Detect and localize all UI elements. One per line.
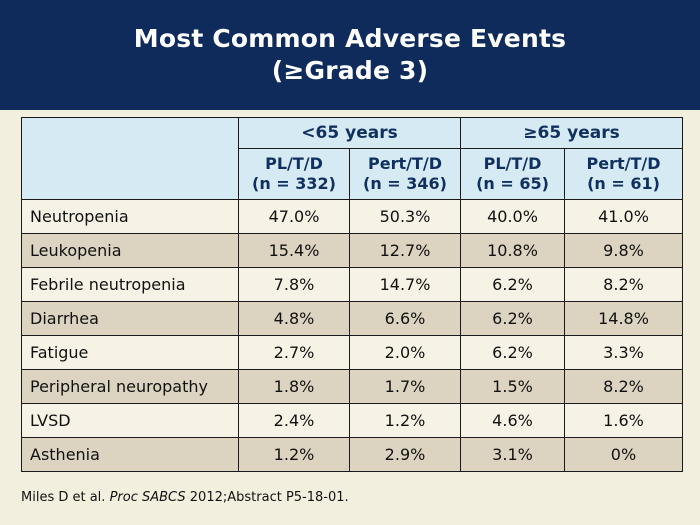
value-cell: 41.0% — [564, 199, 683, 234]
table-row: Asthenia 1.2% 2.9% 3.1% 0% — [21, 437, 683, 472]
column-header-row: PL/T/D (n = 332) Pert/T/D (n = 346) PL/T/D… — [22, 148, 683, 200]
event-name: LVSD — [21, 403, 239, 438]
value-cell: 1.2% — [349, 403, 461, 438]
value-cell: 47.0% — [238, 199, 350, 234]
value-cell: 1.7% — [349, 369, 461, 404]
column-header-arm: Pert/T/D — [368, 154, 442, 173]
value-cell: 4.8% — [238, 301, 350, 336]
table-row: Leukopenia 15.4% 12.7% 10.8% 9.8% — [21, 233, 683, 268]
value-cell: 2.7% — [238, 335, 350, 370]
event-name: Neutropenia — [21, 199, 239, 234]
event-name: Diarrhea — [21, 301, 239, 336]
value-cell: 15.4% — [238, 233, 350, 268]
value-cell: 1.5% — [460, 369, 565, 404]
value-cell: 10.8% — [460, 233, 565, 268]
column-header-n: (n = 65) — [476, 174, 549, 193]
header-corner-cell — [21, 117, 239, 200]
column-header-arm: PL/T/D — [265, 154, 323, 173]
column-header-n: (n = 61) — [587, 174, 660, 193]
citation-authors: Miles D et al. — [21, 490, 106, 505]
value-cell: 2.9% — [349, 437, 461, 472]
value-cell: 3.3% — [564, 335, 683, 370]
title-bar: Most Common Adverse Events (≥Grade 3) — [0, 0, 700, 110]
citation: Miles D et al. Proc SABCS 2012;Abstract … — [21, 490, 349, 505]
event-name: Peripheral neuropathy — [21, 369, 239, 404]
value-cell: 6.2% — [460, 335, 565, 370]
value-cell: 14.7% — [349, 267, 461, 302]
column-header-arm: PL/T/D — [483, 154, 542, 173]
event-name: Leukopenia — [21, 233, 239, 268]
value-cell: 0% — [564, 437, 683, 472]
column-header-n: (n = 346) — [363, 174, 447, 193]
column-header: Pert/T/D (n = 61) — [564, 148, 683, 200]
column-header: Pert/T/D (n = 346) — [349, 148, 461, 200]
value-cell: 2.4% — [238, 403, 350, 438]
value-cell: 1.6% — [564, 403, 683, 438]
value-cell: 3.1% — [460, 437, 565, 472]
value-cell: 1.8% — [238, 369, 350, 404]
title-line-1: Most Common Adverse Events — [133, 24, 567, 53]
group-header-under-65: <65 years — [238, 117, 461, 149]
adverse-events-table: <65 years ≥65 years PL/T/D (n = 332) Pert… — [21, 117, 683, 472]
value-cell: 6.2% — [460, 267, 565, 302]
value-cell: 4.6% — [460, 403, 565, 438]
table-row: LVSD 2.4% 1.2% 4.6% 1.6% — [21, 403, 683, 438]
event-name: Febrile neutropenia — [21, 267, 239, 302]
column-header-arm: Pert/T/D — [586, 154, 661, 173]
value-cell: 1.2% — [238, 437, 350, 472]
table-row: Peripheral neuropathy 1.8% 1.7% 1.5% 8.2… — [21, 369, 683, 404]
value-cell: 7.8% — [238, 267, 350, 302]
value-cell: 12.7% — [349, 233, 461, 268]
value-cell: 8.2% — [564, 369, 683, 404]
citation-details: 2012;Abstract P5-18-01. — [189, 490, 349, 505]
title-line-2: (≥Grade 3) — [271, 56, 429, 85]
event-name: Asthenia — [21, 437, 239, 472]
table-row: Neutropenia 47.0% 50.3% 40.0% 41.0% — [21, 199, 683, 234]
event-name: Fatigue — [21, 335, 239, 370]
citation-journal: Proc SABCS — [109, 490, 186, 505]
group-header-row: <65 years ≥65 years — [21, 117, 683, 200]
table-row: Febrile neutropenia 7.8% 14.7% 6.2% 8.2% — [21, 267, 683, 302]
value-cell: 40.0% — [460, 199, 565, 234]
column-header: PL/T/D (n = 65) — [460, 148, 565, 200]
value-cell: 50.3% — [349, 199, 461, 234]
column-header: PL/T/D (n = 332) — [238, 148, 350, 200]
table-row: Fatigue 2.7% 2.0% 6.2% 3.3% — [21, 335, 683, 370]
value-cell: 9.8% — [564, 233, 683, 268]
group-header-65-plus: ≥65 years — [460, 117, 683, 149]
column-header-n: (n = 332) — [252, 174, 336, 193]
value-cell: 8.2% — [564, 267, 683, 302]
value-cell: 14.8% — [564, 301, 683, 336]
value-cell: 2.0% — [349, 335, 461, 370]
value-cell: 6.2% — [460, 301, 565, 336]
table-row: Diarrhea 4.8% 6.6% 6.2% 14.8% — [21, 301, 683, 336]
value-cell: 6.6% — [349, 301, 461, 336]
